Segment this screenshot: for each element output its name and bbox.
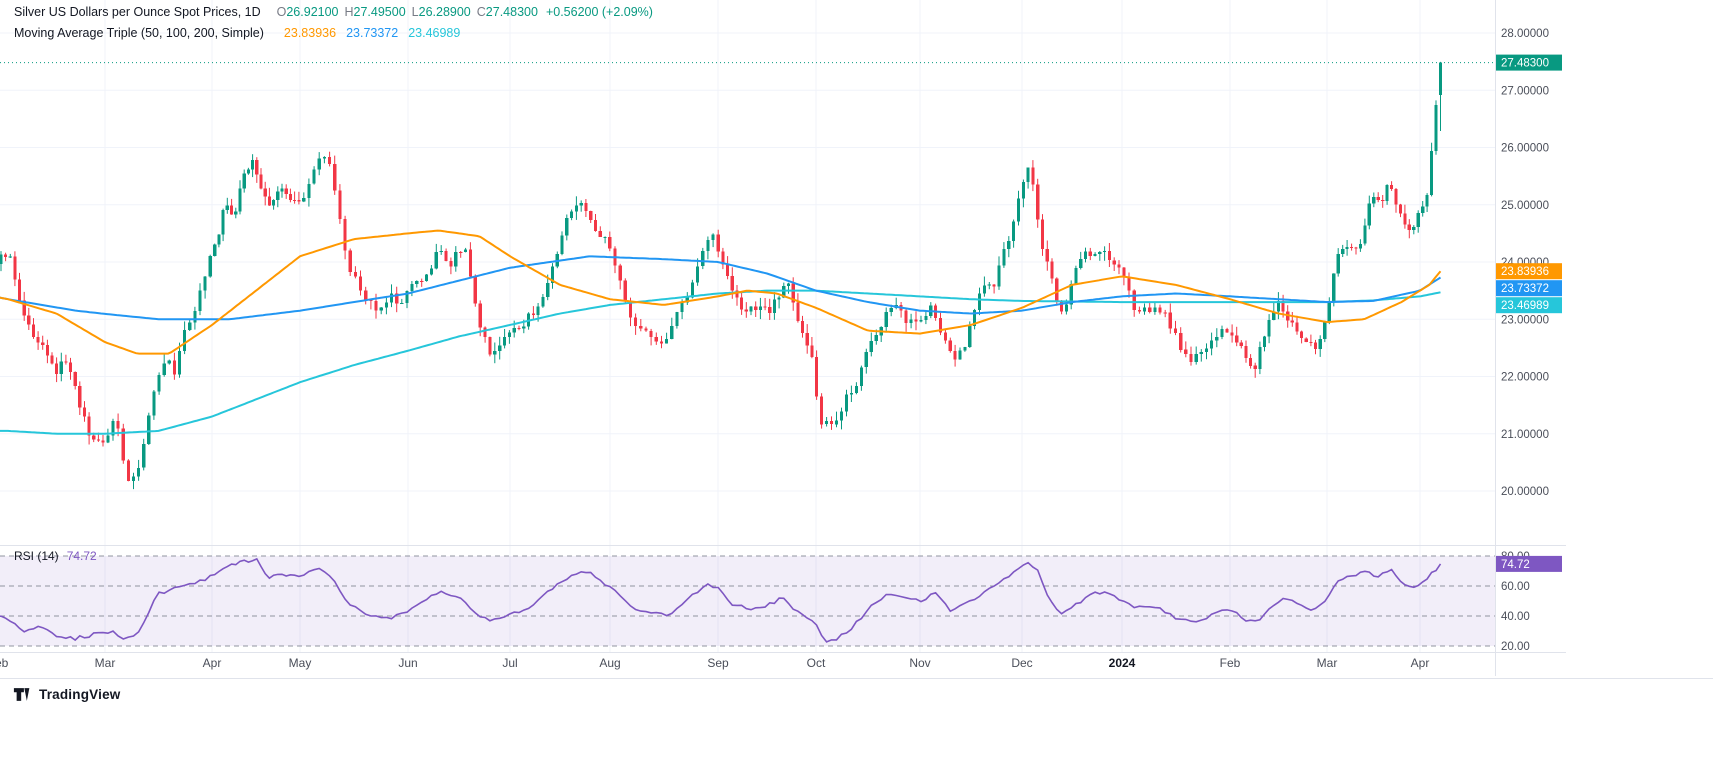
ma100-badge: 23.73372	[1496, 280, 1562, 297]
svg-text:Feb: Feb	[1220, 656, 1241, 670]
svg-text:21.00000: 21.00000	[1501, 429, 1549, 441]
ma50-value: 23.83936	[283, 26, 337, 40]
svg-text:25.00000: 25.00000	[1501, 200, 1549, 212]
high-value: 27.49500	[353, 5, 406, 19]
rsi-value: 74.72	[66, 549, 97, 563]
grid-lines	[0, 0, 1495, 652]
time-axis[interactable]: Feb Mar Apr May Jun Jul Aug Sep Oct Nov Dec 2024 Feb…	[0, 656, 1429, 670]
svg-text:Nov: Nov	[909, 656, 930, 670]
open-label: O	[276, 5, 287, 19]
low-value: 26.28900	[418, 5, 471, 19]
svg-text:28.00000: 28.00000	[1501, 28, 1549, 40]
high-label: H	[344, 5, 354, 19]
svg-text:Mar: Mar	[95, 656, 116, 670]
svg-text:20.00: 20.00	[1501, 641, 1530, 653]
rsi-badge: 74.72	[1496, 555, 1562, 572]
svg-text:23.83936: 23.83936	[1501, 266, 1549, 278]
rsi-legend: RSI (14) 74.72	[14, 549, 97, 563]
svg-text:Feb: Feb	[0, 656, 9, 670]
svg-text:May: May	[289, 656, 312, 670]
svg-text:Apr: Apr	[203, 656, 222, 670]
ma200-line	[0, 289, 1441, 435]
svg-text:Jun: Jun	[398, 656, 417, 670]
svg-text:Apr: Apr	[1411, 656, 1430, 670]
ma200-badge: 23.46989	[1496, 297, 1562, 314]
change-value: +0.56200 (+2.09%)	[545, 5, 653, 19]
svg-text:Mar: Mar	[1317, 656, 1338, 670]
open-value: 26.92100	[286, 5, 339, 19]
rsi-band	[0, 556, 1495, 646]
svg-text:Dec: Dec	[1011, 656, 1032, 670]
ma200-value: 23.46989	[408, 26, 461, 40]
close-value: 27.48300	[485, 5, 538, 19]
ma100-value: 23.73372	[346, 26, 399, 40]
svg-text:23.00000: 23.00000	[1501, 314, 1549, 326]
svg-text:23.46989: 23.46989	[1501, 300, 1549, 312]
svg-text:40.00: 40.00	[1501, 611, 1530, 623]
symbol-legend-row: Silver US Dollars per Ounce Spot Prices,…	[14, 5, 653, 26]
svg-text:26.00000: 26.00000	[1501, 143, 1549, 155]
svg-text:Oct: Oct	[807, 656, 826, 670]
rsi-title[interactable]: RSI (14)	[14, 549, 59, 563]
svg-text:2024: 2024	[1109, 656, 1136, 670]
last-price-badge: 27.48300	[1496, 54, 1562, 71]
ma50-badge: 23.83936	[1496, 263, 1562, 280]
svg-text:22.00000: 22.00000	[1501, 372, 1549, 384]
svg-text:Aug: Aug	[599, 656, 620, 670]
footer-attribution[interactable]: TradingView	[13, 686, 120, 703]
svg-text:27.00000: 27.00000	[1501, 85, 1549, 97]
svg-text:Sep: Sep	[707, 656, 729, 670]
candles-layer[interactable]	[0, 61, 1443, 490]
symbol-legend: Silver US Dollars per Ounce Spot Prices,…	[14, 5, 653, 47]
indicator-title[interactable]: Moving Average Triple (50, 100, 200, Sim…	[14, 26, 264, 40]
brand-name: TradingView	[39, 687, 121, 702]
svg-text:20.00000: 20.00000	[1501, 486, 1549, 498]
ma50-line	[0, 229, 1442, 355]
rsi-line	[0, 557, 1442, 643]
low-label: L	[411, 5, 419, 19]
svg-text:Jul: Jul	[502, 656, 517, 670]
svg-text:74.72: 74.72	[1501, 559, 1530, 571]
indicator-legend-row: Moving Average Triple (50, 100, 200, Sim…	[14, 26, 653, 47]
svg-text:27.48300: 27.48300	[1501, 58, 1549, 70]
symbol-title[interactable]: Silver US Dollars per Ounce Spot Prices,…	[14, 5, 261, 19]
tradingview-logo-icon	[13, 688, 30, 701]
svg-text:60.00: 60.00	[1501, 581, 1530, 593]
close-label: C	[476, 5, 486, 19]
svg-text:23.73372: 23.73372	[1501, 283, 1549, 295]
ma100-line	[0, 255, 1442, 321]
